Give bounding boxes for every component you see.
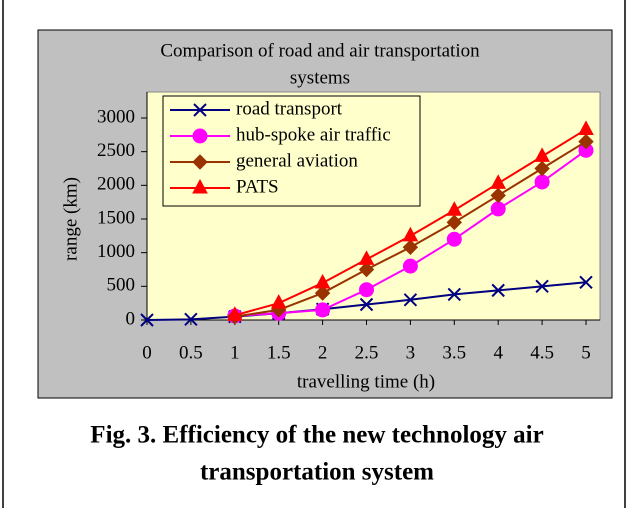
x-tick-label: 0.5: [179, 342, 203, 363]
y-tick-label: 1500: [97, 207, 135, 228]
marker: [446, 214, 463, 231]
marker: [446, 201, 463, 216]
legend-label: road transport: [236, 98, 343, 119]
marker: [192, 178, 208, 194]
marker: [402, 226, 419, 242]
x-tick-label: 1: [230, 342, 240, 363]
y-tick-label: 1000: [97, 241, 135, 262]
legend-label: general aviation: [236, 150, 358, 171]
marker: [184, 312, 198, 327]
y-tick-label: 0: [126, 308, 136, 329]
marker: [446, 231, 462, 247]
marker: [534, 174, 550, 190]
marker: [579, 275, 593, 290]
x-tick-label: 3.5: [442, 342, 466, 363]
marker: [359, 297, 374, 312]
marker: [192, 128, 208, 144]
marker: [226, 306, 243, 321]
marker: [358, 250, 375, 265]
x-tick-label: 3: [406, 342, 416, 363]
legend-label: PATS: [236, 176, 279, 197]
y-tick-label: 500: [107, 275, 136, 296]
chart-title: systems: [290, 67, 350, 88]
marker: [534, 160, 550, 177]
y-tick-label: 2000: [97, 174, 135, 195]
marker: [402, 239, 419, 255]
marker: [578, 120, 594, 135]
marker: [447, 287, 462, 302]
marker: [403, 293, 418, 307]
x-tick-label: 4: [493, 342, 503, 363]
marker: [535, 279, 549, 294]
x-tick-label: 0: [142, 342, 152, 363]
x-tick-label: 2.5: [355, 342, 379, 363]
x-tick-label: 5: [581, 342, 591, 363]
chart-title: Comparison of road and air transportatio…: [160, 40, 480, 61]
marker: [270, 294, 287, 309]
marker: [192, 154, 208, 170]
marker: [314, 285, 331, 301]
marker: [490, 187, 506, 204]
y-tick-label: 2500: [97, 140, 135, 161]
marker: [490, 174, 507, 189]
caption: transportation system: [200, 459, 434, 486]
caption: Fig. 3. Efficiency of the new technology…: [90, 422, 543, 449]
marker: [193, 103, 207, 117]
marker: [491, 283, 505, 298]
marker: [578, 133, 594, 150]
x-axis-label: travelling time (h): [297, 371, 435, 392]
marker: [315, 302, 331, 318]
legend-label: hub-spoke air traffic: [236, 124, 391, 145]
y-tick-label: 3000: [97, 106, 135, 127]
x-tick-label: 1.5: [267, 342, 291, 363]
marker: [140, 313, 154, 327]
marker: [402, 258, 418, 274]
marker: [359, 282, 374, 298]
y-axis-label: range (km): [60, 177, 81, 261]
x-tick-label: 4.5: [530, 342, 554, 363]
marker: [534, 147, 550, 162]
x-tick-label: 2: [318, 342, 328, 363]
marker: [490, 201, 506, 217]
marker: [314, 273, 331, 289]
marker: [358, 261, 375, 278]
